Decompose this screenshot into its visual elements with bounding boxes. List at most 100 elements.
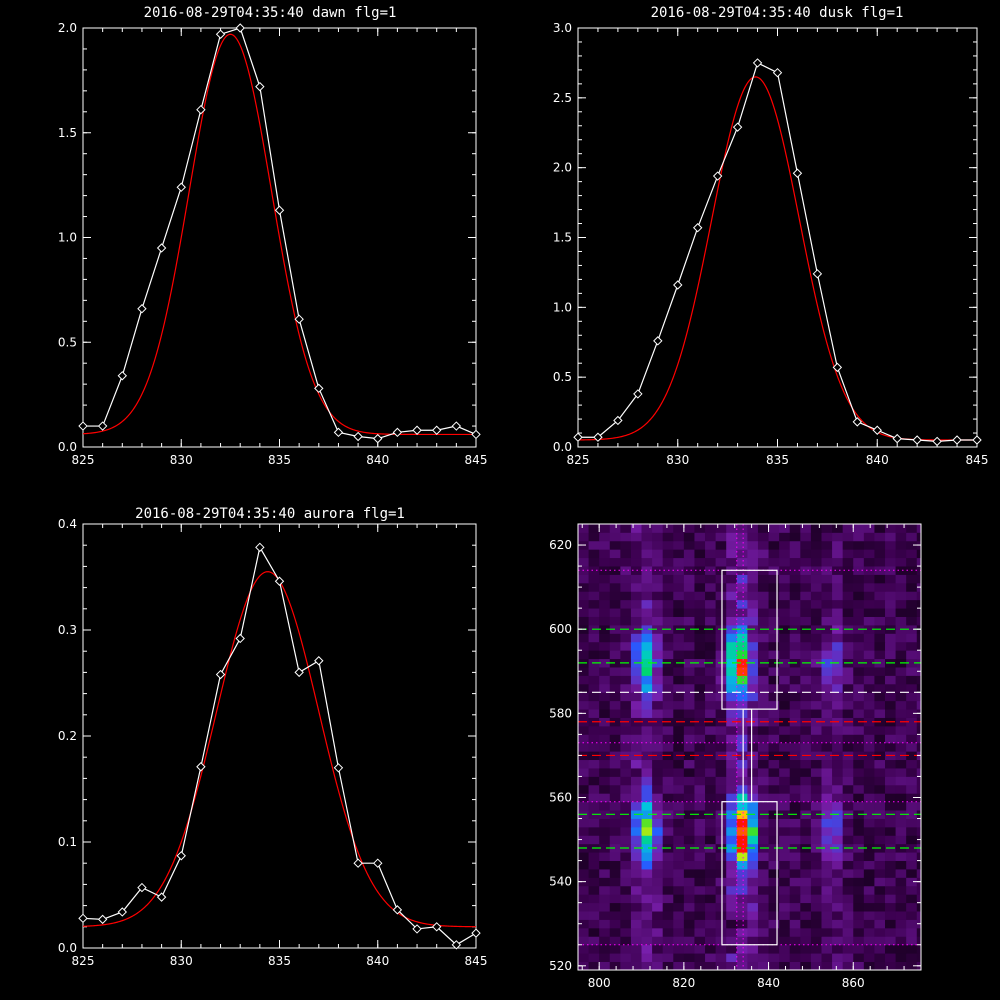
heatmap-cell (863, 667, 875, 676)
heatmap-cell (895, 793, 907, 803)
heatmap-cell (768, 591, 780, 601)
heatmap-cell (747, 633, 759, 643)
heatmap-cell (895, 532, 907, 542)
heatmap-cell (609, 911, 621, 920)
heatmap-cell (863, 709, 875, 718)
heatmap-cell (620, 667, 632, 676)
heatmap-cell (736, 927, 748, 937)
heatmap-cell (673, 793, 685, 803)
heatmap-cell (853, 826, 865, 836)
heatmap-cell (620, 902, 632, 912)
heatmap-cell (874, 557, 886, 567)
heatmap-cell (842, 683, 854, 693)
heatmap-cell (609, 818, 621, 828)
heatmap-cell (630, 944, 642, 954)
heatmap-cell (863, 574, 875, 584)
heatmap-cell (662, 759, 674, 769)
heatmap-cell (906, 683, 918, 693)
heatmap-cell (895, 742, 907, 752)
heatmap-cell (853, 793, 865, 803)
heatmap-cell (652, 675, 664, 685)
heatmap-cell (736, 860, 748, 870)
y-tick-label: 2.0 (553, 161, 572, 175)
heatmap-cell (779, 810, 791, 819)
heatmap-cell (673, 869, 685, 878)
heatmap-cell (683, 776, 695, 786)
dusk-data-marks (573, 58, 982, 447)
heatmap-cell (578, 683, 589, 693)
heatmap-cell (736, 641, 748, 651)
heatmap-cell (874, 885, 886, 895)
heatmap-cell (641, 911, 653, 920)
heatmap-cell (885, 641, 896, 651)
heatmap-cell (683, 599, 695, 609)
heatmap-cell (694, 784, 706, 794)
heatmap-cell (726, 700, 738, 710)
fit-curve (82, 33, 476, 436)
heatmap-cell (757, 944, 769, 954)
heatmap-cell (715, 675, 727, 685)
heatmap-cell (683, 540, 695, 550)
heatmap-cell (630, 574, 642, 584)
heatmap-cell (895, 574, 907, 584)
heatmap-cell (863, 616, 875, 626)
heatmap-cell (906, 734, 918, 744)
heatmap-cell (747, 608, 759, 617)
heatmap-cell (620, 860, 632, 870)
heatmap-cell (863, 524, 875, 533)
heatmap-cell (588, 725, 600, 735)
heatmap-cell (705, 709, 717, 718)
heatmap-cell (694, 717, 706, 727)
heatmap-cell (906, 759, 918, 769)
heatmap-cell (821, 641, 833, 651)
observed-point (373, 433, 383, 444)
heatmap-cell (609, 768, 621, 777)
heatmap-cell (673, 911, 685, 920)
y-tick-label: 0.1 (58, 835, 77, 849)
heatmap-cell (705, 776, 717, 786)
heatmap-cell (705, 784, 717, 794)
heatmap-cell (705, 936, 717, 946)
heatmap-cell (885, 944, 896, 954)
heatmap-cell (863, 532, 875, 542)
heatmap-cell (885, 692, 896, 702)
heatmap-cell (895, 650, 907, 660)
heatmap-cell (768, 885, 780, 895)
observed-point (117, 907, 128, 917)
heatmap-cell (694, 624, 706, 634)
heatmap-cell (768, 582, 780, 592)
heatmap-cell (789, 759, 801, 769)
heatmap-cell (789, 650, 801, 660)
heatmap-cell (832, 953, 844, 962)
heatmap-cell (715, 877, 727, 887)
heatmap-cell (832, 641, 844, 651)
heatmap-cell (885, 582, 896, 592)
dawn-panel-title: 2016-08-29T04:35:40 dawn flg=1 (144, 5, 397, 21)
heatmap-cell (726, 877, 738, 887)
observed-point (255, 81, 265, 92)
heatmap-cell (863, 860, 875, 870)
heatmap-cell (705, 742, 717, 752)
heatmap-cell (810, 826, 822, 836)
heatmap-cell (715, 852, 727, 862)
heatmap-cell (885, 540, 896, 550)
heatmap-cell (779, 549, 791, 559)
heatmap-cell (620, 869, 632, 878)
heatmap-cell (895, 675, 907, 685)
heatmap-cell (768, 725, 780, 735)
heatmap-cell (768, 869, 780, 878)
heatmap-cell (821, 549, 833, 559)
heatmap-cell (885, 835, 896, 845)
heatmap-cell (747, 852, 759, 862)
observed-point (633, 389, 643, 399)
heatmap-cell (916, 700, 921, 710)
heatmap-cell (906, 768, 918, 777)
heatmap-cell (673, 768, 685, 777)
x-tick-label: 835 (268, 954, 291, 968)
heatmap-cell (620, 566, 632, 575)
heatmap-cell (641, 549, 653, 559)
heatmap-cell (578, 599, 589, 609)
heatmap-cell (630, 616, 642, 626)
heatmap-cell (694, 894, 706, 904)
heatmap-cell (630, 709, 642, 718)
